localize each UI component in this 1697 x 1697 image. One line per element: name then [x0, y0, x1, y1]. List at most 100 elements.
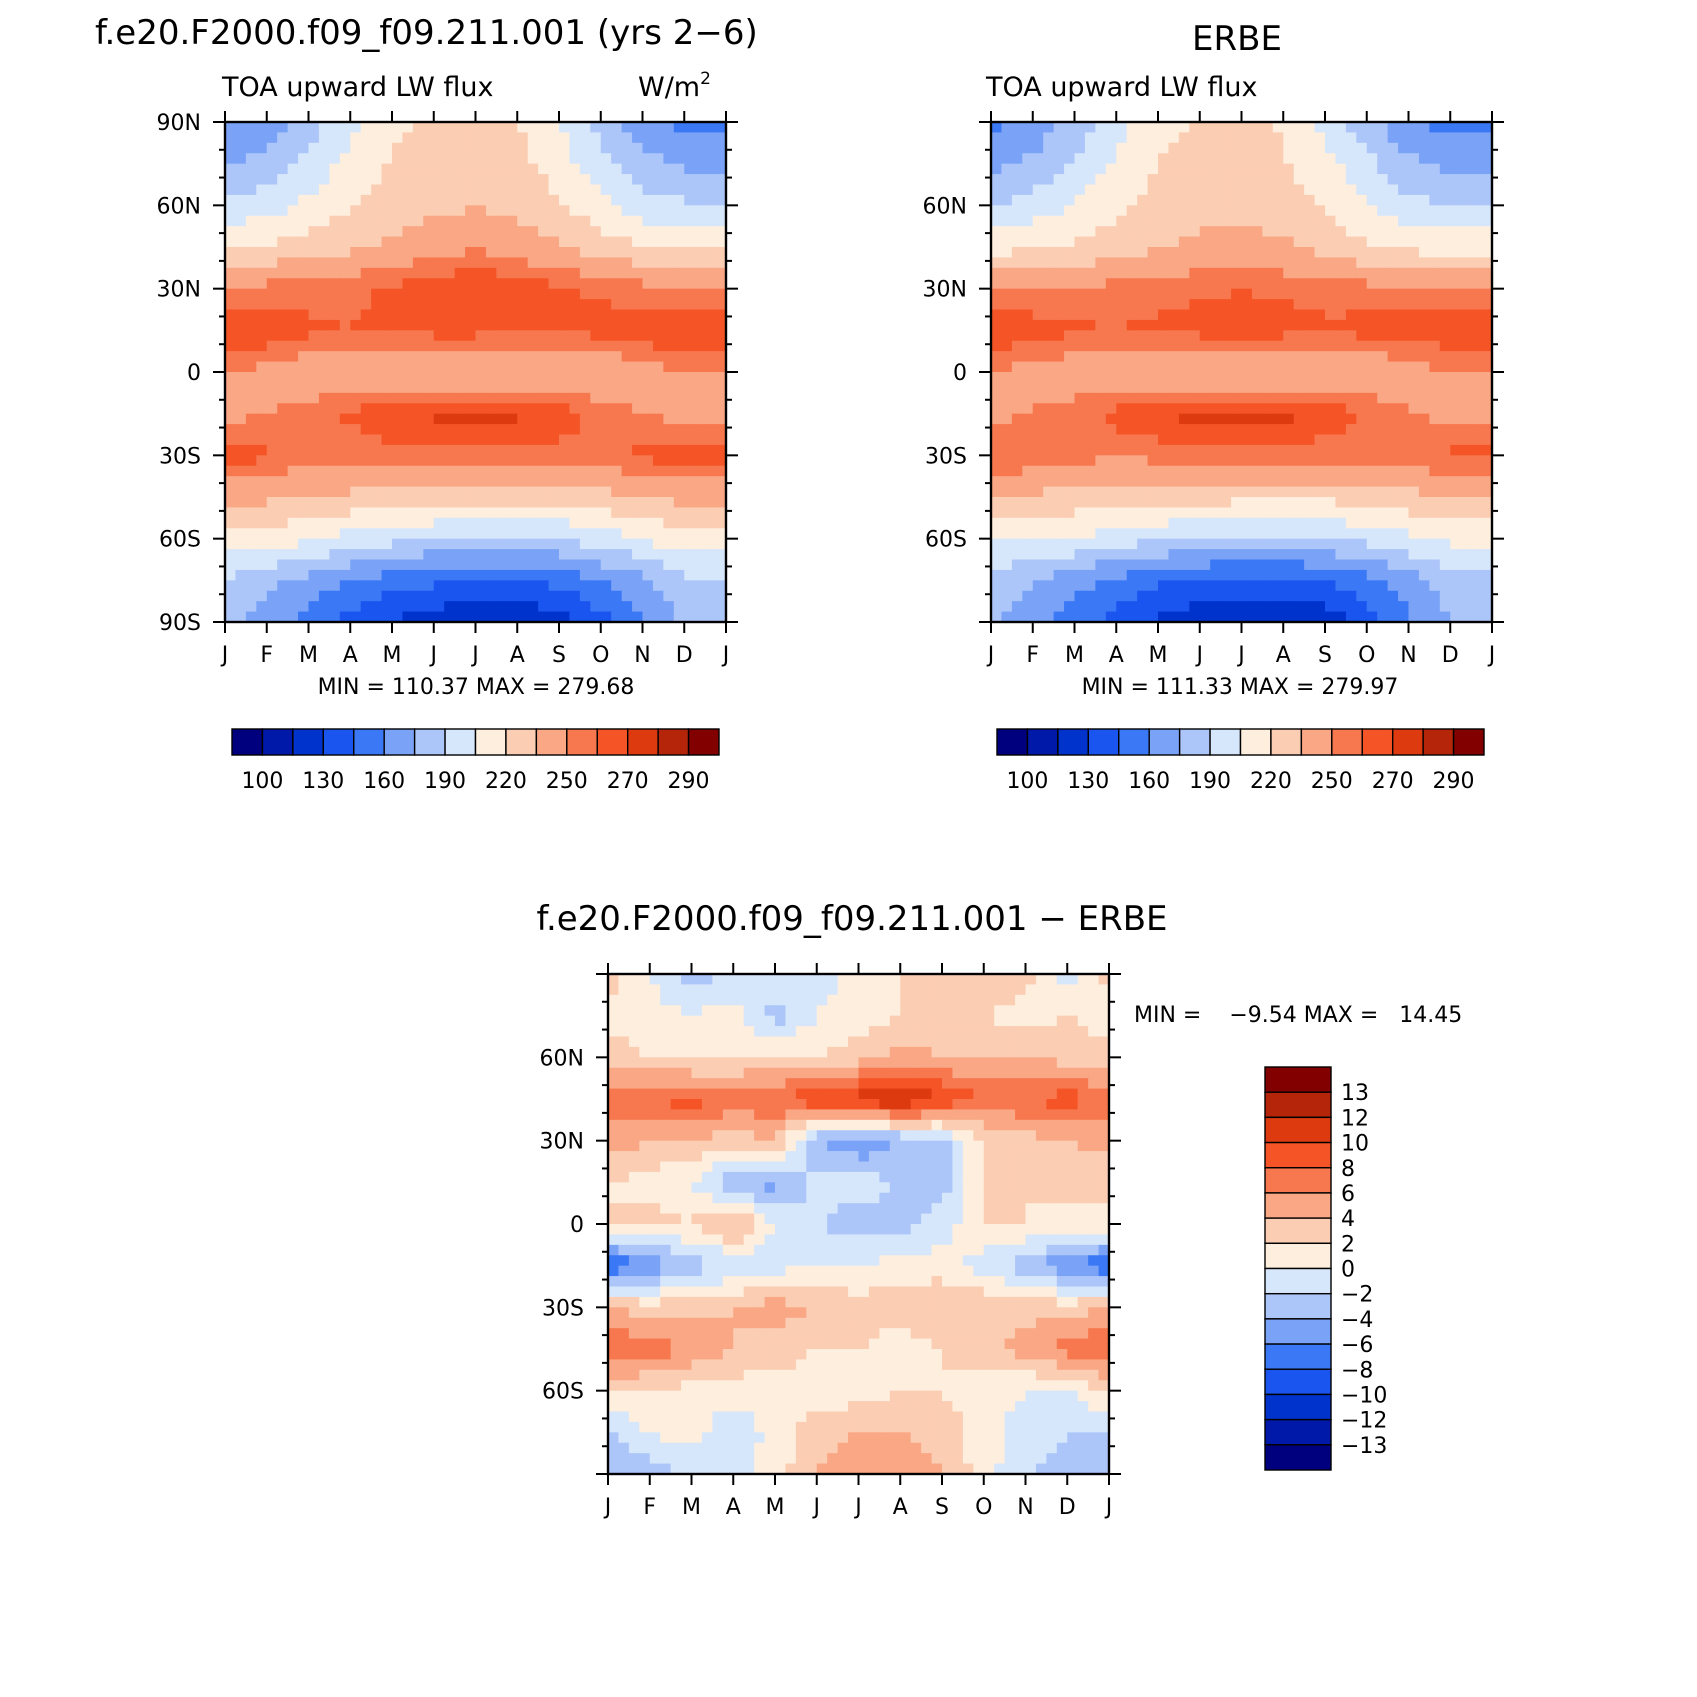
panel-model-cell: [506, 351, 518, 363]
panel-model-cell: [402, 486, 414, 498]
panel-obs-cell: [1283, 278, 1295, 290]
panel-model-cell: [485, 340, 497, 352]
panel-model-cell: [600, 403, 612, 415]
panel-obs-cell: [1116, 142, 1128, 154]
panel-obs-cell: [1084, 424, 1096, 436]
panel-obs-cell: [1325, 403, 1337, 415]
panel-obs-cell: [1022, 403, 1034, 415]
panel-obs-cell: [1460, 236, 1472, 248]
panel-model-cell: [318, 163, 330, 175]
panel-obs-cell: [1022, 215, 1034, 227]
panel-obs-cell: [1293, 528, 1305, 540]
panel-model-cell: [559, 424, 571, 436]
panel-model-cell: [235, 424, 247, 436]
panel-model-cell: [538, 486, 550, 498]
panel-obs-cell: [1304, 476, 1316, 488]
panel-model-cell: [569, 330, 581, 342]
panel-obs-cell: [1387, 257, 1399, 269]
panel-obs-cell: [1241, 361, 1253, 373]
panel-obs-cell: [1189, 132, 1201, 144]
panel-obs-cell: [1439, 444, 1451, 456]
panel-obs-cell: [1345, 330, 1357, 342]
panel-obs-cell: [1429, 236, 1441, 248]
panel-obs-cell: [1116, 288, 1128, 300]
panel-obs-cell: [1481, 194, 1493, 206]
panel-model-cell: [663, 351, 675, 363]
colorbar-model-swatch: [687, 728, 720, 756]
panel-obs-cell: [1095, 497, 1107, 509]
panel-model-cell: [705, 434, 717, 446]
panel-model-cell: [465, 351, 477, 363]
panel-model-cell: [684, 163, 696, 175]
panel-model-cell: [350, 226, 362, 238]
panel-diff-cell: [827, 984, 839, 996]
panel-model-cell: [694, 611, 706, 623]
panel-model-cell: [277, 559, 289, 571]
panel-model-cell: [600, 372, 612, 384]
panel-obs-cell: [1272, 205, 1284, 217]
panel-model-cell: [485, 205, 497, 217]
panel-obs-cell: [1126, 236, 1138, 248]
panel-model-cell: [538, 569, 550, 581]
panel-model-cell: [308, 569, 320, 581]
panel-model-cell: [308, 559, 320, 571]
panel-model-cell: [360, 403, 372, 415]
panel-obs-cell: [1053, 319, 1065, 331]
panel-obs-cell: [1022, 226, 1034, 238]
panel-obs-cell: [1272, 299, 1284, 311]
panel-obs-cell: [1366, 559, 1378, 571]
panel-model-cell: [548, 122, 560, 134]
panel-model-cell: [506, 372, 518, 384]
panel-model-cell: [454, 580, 466, 592]
panel-obs-cell: [1471, 372, 1483, 384]
panel-model-cell: [559, 434, 571, 446]
panel-obs-cell: [1147, 392, 1159, 404]
panel-model-cell: [652, 403, 664, 415]
panel-model-cell: [538, 538, 550, 550]
panel-obs-cell: [1043, 215, 1055, 227]
panel-model-cell: [475, 549, 487, 561]
panel-obs-cell: [1418, 142, 1430, 154]
panel-obs-cell: [1084, 257, 1096, 269]
panel-model-cell: [684, 413, 696, 425]
panel-model-cell: [308, 236, 320, 248]
panel-obs-cell: [1158, 247, 1170, 259]
panel-model-cell: [350, 507, 362, 519]
panel-model-cell: [538, 278, 550, 290]
panel-model-cell: [538, 444, 550, 456]
panel-obs-cell: [1168, 142, 1180, 154]
panel-model-cell: [266, 257, 278, 269]
panel-obs-cell: [1283, 122, 1295, 134]
panel-model-cell: [621, 278, 633, 290]
panel-model-cell: [266, 309, 278, 321]
panel-obs-cell: [1251, 434, 1263, 446]
panel-model-cell: [245, 153, 257, 165]
panel-model-cell: [642, 559, 654, 571]
panel-obs-cell: [1439, 382, 1451, 394]
panel-obs-cell: [1053, 247, 1065, 259]
panel-obs-cell: [1335, 486, 1347, 498]
panel-obs-cell: [1001, 476, 1013, 488]
panel-model-cell: [298, 340, 310, 352]
panel-model-cell: [663, 444, 675, 456]
panel-obs-cell: [1168, 205, 1180, 217]
colorbar-obs-swatch: [1178, 728, 1211, 756]
panel-model-cell: [329, 455, 341, 467]
panel-obs-cell: [1387, 184, 1399, 196]
panel-model-cell: [371, 278, 383, 290]
panel-model-cell: [339, 486, 351, 498]
panel-model-cell: [559, 194, 571, 206]
panel-model-cell: [663, 372, 675, 384]
panel-obs-cell: [1481, 507, 1493, 519]
panel-obs-cell: [1074, 590, 1086, 602]
panel-model-cell: [684, 580, 696, 592]
panel-obs-cell: [1408, 267, 1420, 279]
panel-obs-cell: [1471, 215, 1483, 227]
panel-model-cell: [266, 434, 278, 446]
panel-model-cell: [694, 507, 706, 519]
panel-model-cell: [423, 403, 435, 415]
panel-obs-cell: [991, 226, 1003, 238]
panel-obs-cell: [1293, 257, 1305, 269]
panel-obs-cell: [1074, 194, 1086, 206]
panel-model-cell: [444, 569, 456, 581]
